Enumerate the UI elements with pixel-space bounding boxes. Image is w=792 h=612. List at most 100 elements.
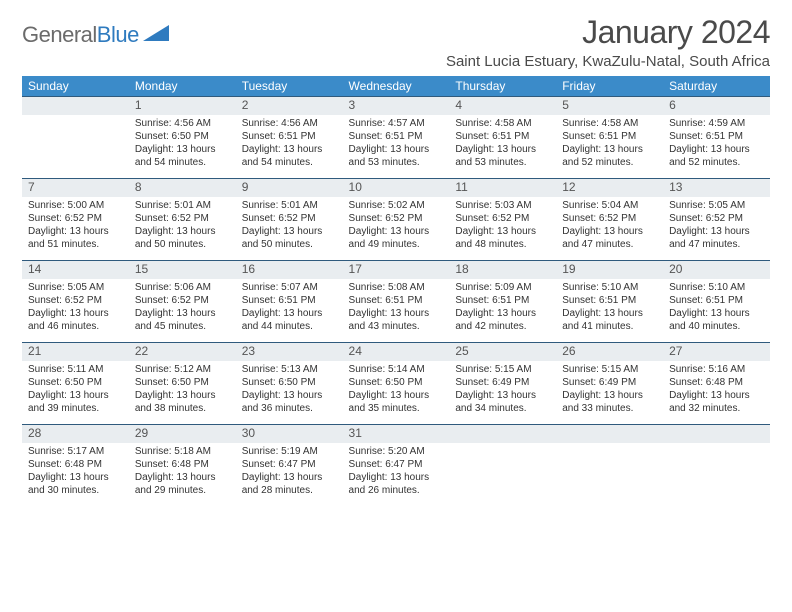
sunset-line: Sunset: 6:47 PM <box>242 458 337 471</box>
daylight-line: Daylight: 13 hours and 52 minutes. <box>562 143 657 169</box>
day-data: Sunrise: 5:09 AMSunset: 6:51 PMDaylight:… <box>449 279 556 337</box>
calendar-day-cell: 6 Sunrise: 4:59 AMSunset: 6:51 PMDaylight… <box>663 96 770 178</box>
sunset-line: Sunset: 6:52 PM <box>455 212 550 225</box>
day-number: 8 <box>129 178 236 197</box>
day-number: 6 <box>663 96 770 115</box>
sunrise-line: Sunrise: 5:03 AM <box>455 199 550 212</box>
day-number: 24 <box>343 342 450 361</box>
sunrise-line: Sunrise: 4:59 AM <box>669 117 764 130</box>
day-data: Sunrise: 5:13 AMSunset: 6:50 PMDaylight:… <box>236 361 343 419</box>
daylight-line: Daylight: 13 hours and 41 minutes. <box>562 307 657 333</box>
day-number: 9 <box>236 178 343 197</box>
daylight-line: Daylight: 13 hours and 42 minutes. <box>455 307 550 333</box>
day-data: Sunrise: 5:10 AMSunset: 6:51 PMDaylight:… <box>663 279 770 337</box>
sunrise-line: Sunrise: 5:14 AM <box>349 363 444 376</box>
sunrise-line: Sunrise: 5:01 AM <box>242 199 337 212</box>
sunrise-line: Sunrise: 4:56 AM <box>135 117 230 130</box>
calendar-day-cell: 13Sunrise: 5:05 AMSunset: 6:52 PMDayligh… <box>663 178 770 260</box>
sunrise-line: Sunrise: 4:56 AM <box>242 117 337 130</box>
calendar-day-cell: 16Sunrise: 5:07 AMSunset: 6:51 PMDayligh… <box>236 260 343 342</box>
calendar-day-cell: 4Sunrise: 4:58 AMSunset: 6:51 PMDaylight… <box>449 96 556 178</box>
sunset-line: Sunset: 6:51 PM <box>562 130 657 143</box>
logo-word1: General <box>22 22 97 47</box>
sunset-line: Sunset: 6:51 PM <box>349 130 444 143</box>
sunrise-line: Sunrise: 5:10 AM <box>669 281 764 294</box>
sunrise-line: Sunrise: 5:12 AM <box>135 363 230 376</box>
day-number: 31 <box>343 424 450 443</box>
sunrise-line: Sunrise: 5:20 AM <box>349 445 444 458</box>
daylight-line: Daylight: 13 hours and 44 minutes. <box>242 307 337 333</box>
calendar-week-row: 28Sunrise: 5:17 AMSunset: 6:48 PMDayligh… <box>22 424 770 506</box>
calendar-day-cell: 25Sunrise: 5:15 AMSunset: 6:49 PMDayligh… <box>449 342 556 424</box>
sunrise-line: Sunrise: 5:05 AM <box>28 281 123 294</box>
sunset-line: Sunset: 6:52 PM <box>242 212 337 225</box>
day-number: 27 <box>663 342 770 361</box>
day-data: Sunrise: 4:56 AMSunset: 6:51 PMDaylight:… <box>236 115 343 173</box>
daylight-line: Daylight: 13 hours and 43 minutes. <box>349 307 444 333</box>
day-data: Sunrise: 4:58 AMSunset: 6:51 PMDaylight:… <box>449 115 556 173</box>
daylight-line: Daylight: 13 hours and 28 minutes. <box>242 471 337 497</box>
calendar-table: SundayMondayTuesdayWednesdayThursdayFrid… <box>22 76 770 506</box>
daylight-line: Daylight: 13 hours and 38 minutes. <box>135 389 230 415</box>
day-data: Sunrise: 5:17 AMSunset: 6:48 PMDaylight:… <box>22 443 129 501</box>
daylight-line: Daylight: 13 hours and 48 minutes. <box>455 225 550 251</box>
day-number: 5 <box>556 96 663 115</box>
day-data: Sunrise: 5:05 AMSunset: 6:52 PMDaylight:… <box>22 279 129 337</box>
sunrise-line: Sunrise: 5:04 AM <box>562 199 657 212</box>
calendar-day-cell <box>449 424 556 506</box>
daylight-line: Daylight: 13 hours and 35 minutes. <box>349 389 444 415</box>
sunrise-line: Sunrise: 5:08 AM <box>349 281 444 294</box>
day-number: 28 <box>22 424 129 443</box>
day-number: 14 <box>22 260 129 279</box>
day-number: 15 <box>129 260 236 279</box>
sunset-line: Sunset: 6:51 PM <box>669 130 764 143</box>
sunrise-line: Sunrise: 5:02 AM <box>349 199 444 212</box>
daylight-line: Daylight: 13 hours and 52 minutes. <box>669 143 764 169</box>
daylight-line: Daylight: 13 hours and 51 minutes. <box>28 225 123 251</box>
daylight-line: Daylight: 13 hours and 50 minutes. <box>242 225 337 251</box>
day-number: 16 <box>236 260 343 279</box>
sunset-line: Sunset: 6:51 PM <box>669 294 764 307</box>
sunrise-line: Sunrise: 5:16 AM <box>669 363 764 376</box>
calendar-day-cell: 7Sunrise: 5:00 AMSunset: 6:52 PMDaylight… <box>22 178 129 260</box>
calendar-day-cell: 14Sunrise: 5:05 AMSunset: 6:52 PMDayligh… <box>22 260 129 342</box>
weekday-header: Friday <box>556 76 663 96</box>
day-data: Sunrise: 5:05 AMSunset: 6:52 PMDaylight:… <box>663 197 770 255</box>
day-data: Sunrise: 5:15 AMSunset: 6:49 PMDaylight:… <box>556 361 663 419</box>
sunrise-line: Sunrise: 5:13 AM <box>242 363 337 376</box>
day-number: 20 <box>663 260 770 279</box>
calendar-day-cell: 18Sunrise: 5:09 AMSunset: 6:51 PMDayligh… <box>449 260 556 342</box>
sunset-line: Sunset: 6:52 PM <box>562 212 657 225</box>
calendar-day-cell: 23Sunrise: 5:13 AMSunset: 6:50 PMDayligh… <box>236 342 343 424</box>
sunset-line: Sunset: 6:52 PM <box>135 212 230 225</box>
sunset-line: Sunset: 6:50 PM <box>349 376 444 389</box>
sunset-line: Sunset: 6:48 PM <box>135 458 230 471</box>
sunset-line: Sunset: 6:50 PM <box>135 130 230 143</box>
sunset-line: Sunset: 6:52 PM <box>349 212 444 225</box>
logo-word2: Blue <box>97 22 139 47</box>
sunrise-line: Sunrise: 4:57 AM <box>349 117 444 130</box>
sunset-line: Sunset: 6:48 PM <box>669 376 764 389</box>
calendar-day-cell: 27Sunrise: 5:16 AMSunset: 6:48 PMDayligh… <box>663 342 770 424</box>
calendar-day-cell: 3Sunrise: 4:57 AMSunset: 6:51 PMDaylight… <box>343 96 450 178</box>
calendar-day-cell: 15Sunrise: 5:06 AMSunset: 6:52 PMDayligh… <box>129 260 236 342</box>
weekday-header: Wednesday <box>343 76 450 96</box>
calendar-day-cell: 31Sunrise: 5:20 AMSunset: 6:47 PMDayligh… <box>343 424 450 506</box>
day-data: Sunrise: 5:00 AMSunset: 6:52 PMDaylight:… <box>22 197 129 255</box>
day-data: Sunrise: 5:11 AMSunset: 6:50 PMDaylight:… <box>22 361 129 419</box>
daylight-line: Daylight: 13 hours and 30 minutes. <box>28 471 123 497</box>
title-block: January 2024 Saint Lucia Estuary, KwaZul… <box>446 14 770 70</box>
calendar-day-cell: 28Sunrise: 5:17 AMSunset: 6:48 PMDayligh… <box>22 424 129 506</box>
calendar-day-cell: 11Sunrise: 5:03 AMSunset: 6:52 PMDayligh… <box>449 178 556 260</box>
sunset-line: Sunset: 6:51 PM <box>455 294 550 307</box>
sunset-line: Sunset: 6:52 PM <box>669 212 764 225</box>
day-data: Sunrise: 5:03 AMSunset: 6:52 PMDaylight:… <box>449 197 556 255</box>
sunrise-line: Sunrise: 5:15 AM <box>562 363 657 376</box>
day-number: 25 <box>449 342 556 361</box>
daylight-line: Daylight: 13 hours and 49 minutes. <box>349 225 444 251</box>
calendar-week-row: 1Sunrise: 4:56 AMSunset: 6:50 PMDaylight… <box>22 96 770 178</box>
calendar-day-cell: 2Sunrise: 4:56 AMSunset: 6:51 PMDaylight… <box>236 96 343 178</box>
day-number-empty <box>22 96 129 115</box>
sunrise-line: Sunrise: 5:11 AM <box>28 363 123 376</box>
day-number: 26 <box>556 342 663 361</box>
